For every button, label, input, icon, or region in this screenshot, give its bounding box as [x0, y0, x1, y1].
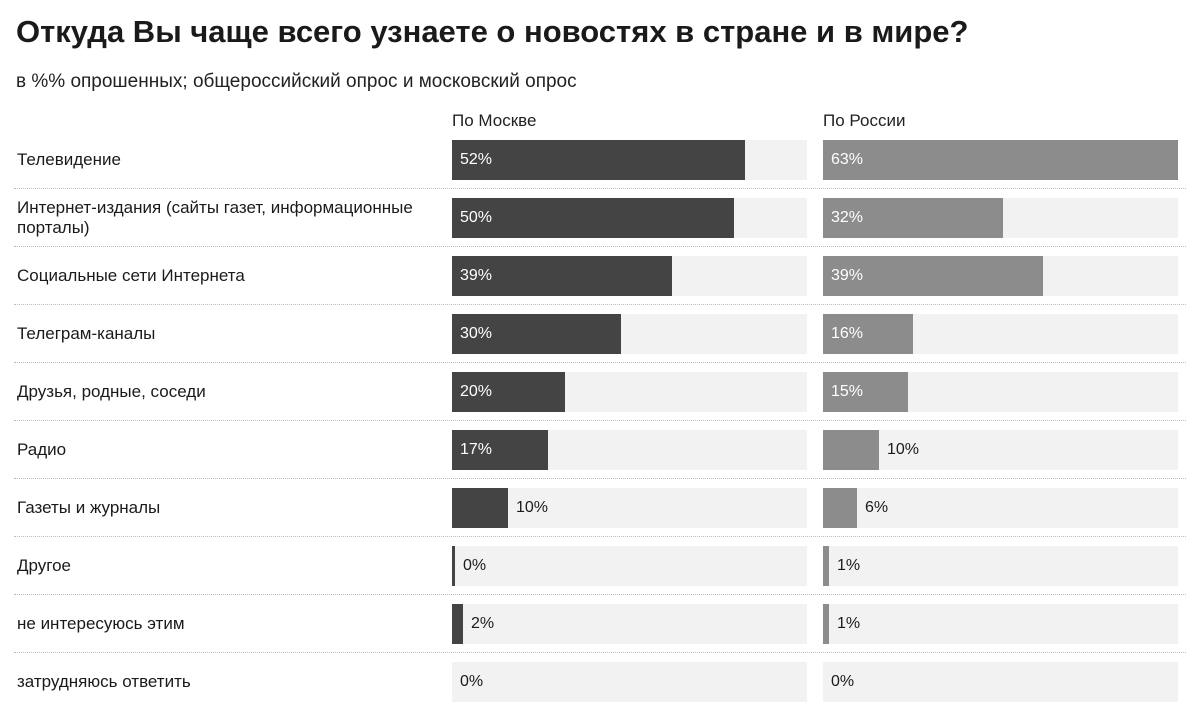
data-label-moscow: 52% [460, 151, 493, 168]
bar-russia [823, 198, 1003, 238]
category-label: Социальные сети Интернета [17, 266, 245, 285]
bar-russia [823, 604, 829, 644]
bar-moscow [452, 372, 565, 412]
bar-russia [823, 488, 857, 528]
bar-track-russia: 0% [823, 662, 1178, 702]
category-label: затрудняюсь ответить [17, 672, 191, 691]
category-label: Радио [17, 440, 67, 459]
bar-track-russia: 39% [823, 256, 1178, 296]
bar-track-russia: 16% [823, 314, 1178, 354]
bar-track-moscow: 50% [452, 198, 807, 238]
data-label-russia: 16% [831, 325, 864, 342]
chart-title: Откуда Вы чаще всего узнаете о новостях … [16, 14, 969, 49]
bar-russia [823, 140, 1178, 180]
bar-russia [823, 314, 913, 354]
chart-row: Телеграм-каналы 30% 16% [0, 304, 1200, 362]
bar-russia [823, 546, 829, 586]
row-separator [14, 362, 1186, 363]
category-label: Газеты и журналы [17, 498, 161, 517]
row-separator [14, 536, 1186, 537]
chart-row: Телевидение 52% 63% [0, 130, 1200, 188]
series-header-moscow: По Москве [452, 111, 537, 130]
data-label-russia: 6% [865, 499, 889, 516]
row-separator [14, 304, 1186, 305]
bar-track-russia: 32% [823, 198, 1178, 238]
category-label: Друзья, родные, соседи [17, 382, 206, 401]
chart-row: Социальные сети Интернета 39% 39% [0, 246, 1200, 304]
chart-row: Интернет-издания (сайты газет, информаци… [0, 188, 1200, 246]
bar-moscow [452, 140, 745, 180]
data-label-moscow: 39% [460, 267, 493, 284]
bar-russia [823, 430, 879, 470]
data-label-russia: 63% [831, 151, 864, 168]
bar-moscow [452, 198, 734, 238]
chart-row: Другое 0% 1% [0, 536, 1200, 594]
bar-track-moscow: 17% [452, 430, 807, 470]
bar-track-moscow: 10% [452, 488, 807, 528]
data-label-russia: 10% [887, 441, 920, 458]
data-label-russia: 1% [837, 615, 861, 632]
data-label-russia: 39% [831, 267, 864, 284]
data-label-moscow: 0% [460, 673, 484, 690]
row-separator [14, 420, 1186, 421]
bar-track-russia: 10% [823, 430, 1178, 470]
chart-row: Друзья, родные, соседи 20% 15% [0, 362, 1200, 420]
bar-track-moscow: 2% [452, 604, 807, 644]
data-label-moscow: 17% [460, 441, 493, 458]
data-label-russia: 32% [831, 209, 864, 226]
bar-russia [823, 372, 908, 412]
category-label: Телеграм-каналы [17, 324, 156, 343]
chart-row: Газеты и журналы 10% 6% [0, 478, 1200, 536]
bar-moscow [452, 546, 455, 586]
data-label-moscow: 10% [516, 499, 549, 516]
row-separator [14, 246, 1186, 247]
bar-moscow [452, 314, 621, 354]
bar-track-moscow: 39% [452, 256, 807, 296]
bar-russia [823, 256, 1043, 296]
bar-moscow [452, 488, 508, 528]
data-label-russia: 0% [831, 673, 855, 690]
bar-track-russia: 63% [823, 140, 1178, 180]
category-label: Интернет-издания (сайты газет, информаци… [17, 198, 413, 237]
bar-track-moscow: 52% [452, 140, 807, 180]
row-separator [14, 188, 1186, 189]
data-label-moscow: 20% [460, 383, 493, 400]
category-label: не интересуюсь этим [17, 614, 185, 633]
bar-track-moscow: 30% [452, 314, 807, 354]
bar-moscow [452, 256, 672, 296]
row-separator [14, 594, 1186, 595]
series-header-russia: По России [823, 111, 906, 130]
row-separator [14, 478, 1186, 479]
chart-row: Радио 17% 10% [0, 420, 1200, 478]
bar-track-russia: 1% [823, 604, 1178, 644]
data-label-moscow: 2% [471, 615, 495, 632]
chart-subtitle: в %% опрошенных; общероссийский опрос и … [16, 71, 577, 92]
data-label-russia: 15% [831, 383, 864, 400]
data-label-russia: 1% [837, 557, 861, 574]
bar-track-moscow: 20% [452, 372, 807, 412]
bar-track-moscow: 0% [452, 546, 807, 586]
chart-row: затрудняюсь ответить 0% 0% [0, 652, 1200, 710]
chart-row: не интересуюсь этим 2% 1% [0, 594, 1200, 652]
category-label: Телевидение [17, 150, 121, 169]
bar-track-russia: 6% [823, 488, 1178, 528]
bar-moscow [452, 604, 463, 644]
bar-track-moscow: 0% [452, 662, 807, 702]
bar-track-russia: 1% [823, 546, 1178, 586]
bar-moscow [452, 430, 548, 470]
data-label-moscow: 0% [463, 557, 487, 574]
category-label: Другое [17, 556, 72, 575]
data-label-moscow: 50% [460, 209, 493, 226]
bar-track-russia: 15% [823, 372, 1178, 412]
row-separator [14, 652, 1186, 653]
data-label-moscow: 30% [460, 325, 493, 342]
